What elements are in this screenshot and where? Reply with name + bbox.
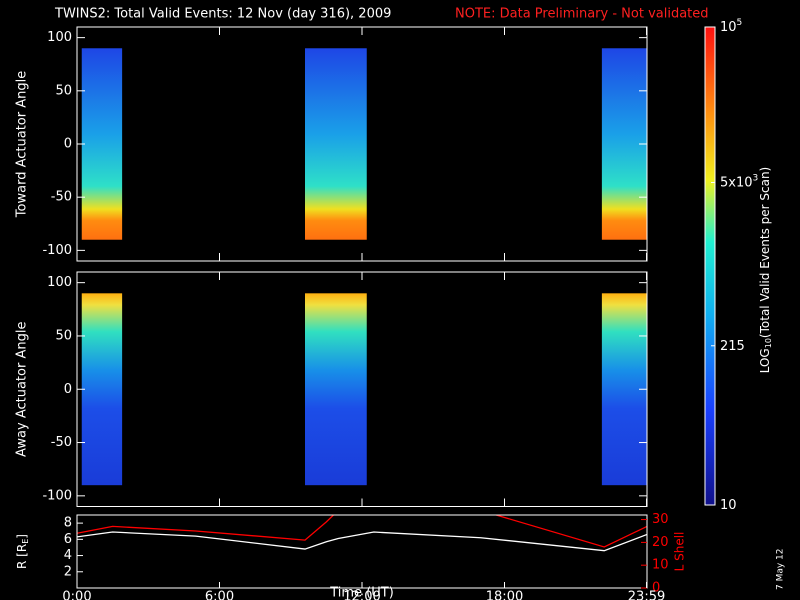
y-tick-label: -50 <box>51 435 72 450</box>
tick-sup: 5 <box>737 18 743 28</box>
y-tick-label: 100 <box>47 30 72 45</box>
lines <box>77 515 647 552</box>
x-tick-label: 12:00 <box>343 590 380 600</box>
x-axis-title: Time (UT) <box>329 586 394 600</box>
y-tick-label: 100 <box>47 275 72 290</box>
colorbar-tick-label: 215 <box>720 338 745 353</box>
y-axis-title-part: R [R <box>15 544 29 569</box>
y2-axis-title: L Shell <box>673 532 687 572</box>
y-tick-label: 0 <box>64 137 72 152</box>
series-line <box>77 531 647 552</box>
colorbar-tick-label: 5x103 <box>720 173 758 190</box>
y2-tick-label: 30 <box>652 512 669 527</box>
data-block <box>305 48 367 240</box>
data-block <box>81 293 123 486</box>
y-axis-title: Away Actuator Angle <box>15 322 30 457</box>
y-tick-label: 50 <box>55 328 72 343</box>
y-axis-title: R [RE] <box>15 534 30 569</box>
tick-sup: 3 <box>753 173 759 183</box>
y2-tick-label: 10 <box>652 558 669 573</box>
x-tick-label: 0:00 <box>62 590 91 600</box>
y2-tick-label: 0 <box>652 581 660 596</box>
y2-tick-label: 20 <box>652 535 669 550</box>
plot-frame <box>76 514 648 589</box>
y-tick-label: -100 <box>42 243 72 258</box>
date-stamp: 7 May 12 <box>776 548 786 590</box>
y-tick-label: 2 <box>64 564 72 579</box>
colorbar <box>704 26 716 506</box>
colorbar-tick-label: 105 <box>720 18 742 35</box>
colorbar-title-part: LOG <box>758 348 772 373</box>
series-line <box>77 515 647 548</box>
y-axis-title-part: E <box>21 539 30 544</box>
y-tick-label: 0 <box>64 382 72 397</box>
note: NOTE: Data Preliminary - Not validated <box>455 7 709 22</box>
tick-label: 215 <box>720 338 745 353</box>
colorbar-title-part: 10 <box>764 338 773 348</box>
y-axis-title-part: ] <box>15 534 29 539</box>
y-tick-label: 50 <box>55 83 72 98</box>
y-tick-label: -50 <box>51 190 72 205</box>
data-block <box>305 293 367 486</box>
colorbar-title: LOG10(Total Valid Events per Scan) <box>758 167 773 374</box>
y-tick-label: 8 <box>64 516 72 531</box>
tick-label: 10 <box>720 498 737 513</box>
colorbar-title-part: (Total Valid Events per Scan) <box>758 167 772 338</box>
y-tick-label: -100 <box>42 488 72 503</box>
y-tick-label: 4 <box>64 548 72 563</box>
tick-label: 5x10 <box>720 175 753 190</box>
data-block <box>81 48 123 240</box>
x-tick-label: 18:00 <box>486 590 523 600</box>
y-tick-label: 6 <box>64 532 72 547</box>
chart-title: TWINS2: Total Valid Events: 12 Nov (day … <box>54 7 391 22</box>
x-tick-label: 6:00 <box>205 590 234 600</box>
x-tick-label: 23:59 <box>628 590 665 600</box>
y-axis-title: Toward Actuator Angle <box>15 71 30 218</box>
tick-label: 10 <box>720 20 737 35</box>
colorbar-tick-label: 10 <box>720 498 737 513</box>
